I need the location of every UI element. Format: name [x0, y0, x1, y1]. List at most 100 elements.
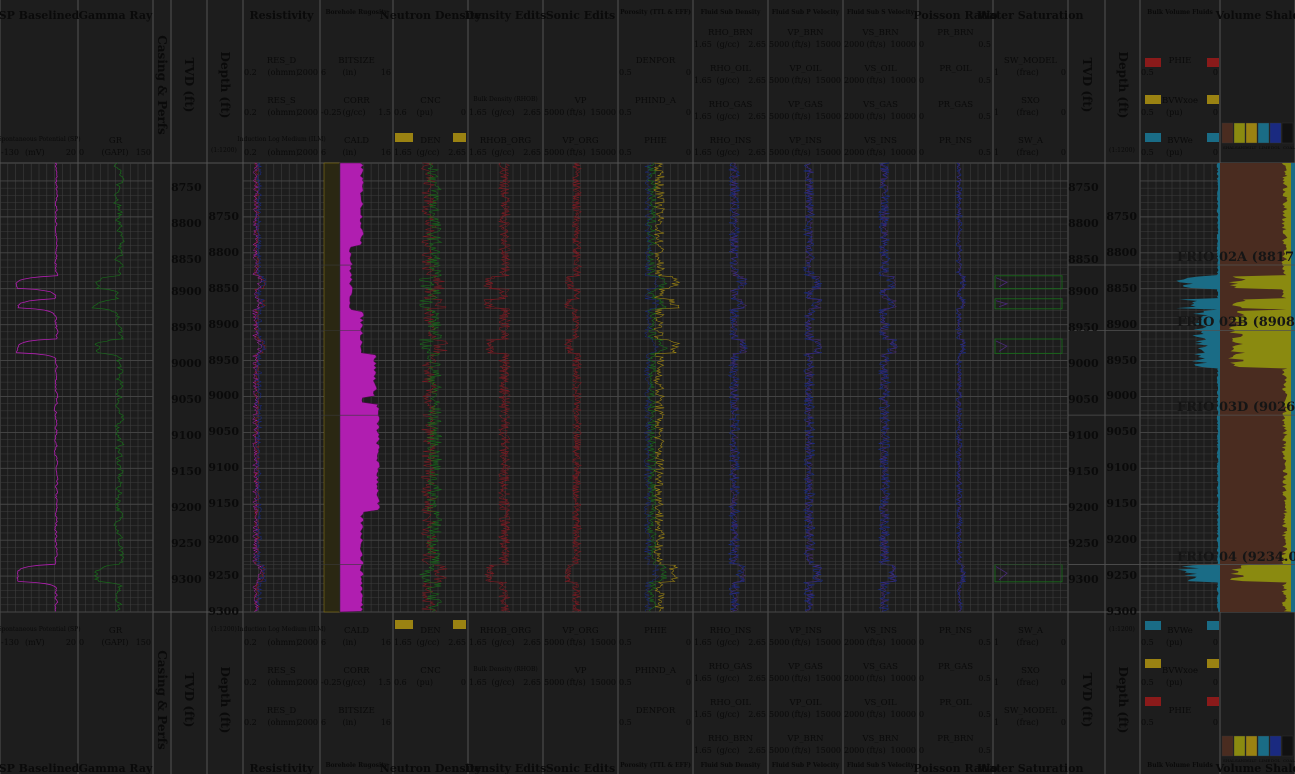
curve-scale-footer: 16: [380, 638, 391, 647]
curve-scale: 0: [1212, 148, 1218, 157]
depth-tick-label: 9150: [1106, 497, 1137, 511]
curve-scale: 15000: [590, 148, 616, 157]
curve-scale: 0.5: [978, 148, 991, 157]
tvd-tick-label: 8900: [171, 285, 202, 299]
curve-scale-footer: 1.65: [694, 674, 712, 683]
curve-scale: (frac): [1016, 68, 1039, 77]
vp-curve: [564, 162, 581, 612]
curve-scale-footer: (pu): [1166, 678, 1183, 687]
curve-scale: (g/cc): [716, 40, 740, 49]
curve-scale: 2000: [844, 76, 865, 85]
curve-name: CALD: [343, 136, 370, 146]
curve-scale: 1.65: [469, 148, 487, 157]
curve-scale-footer: 2.65: [748, 674, 766, 683]
curve-scale: 0: [919, 112, 925, 121]
curve-name-footer: VS_OIL: [864, 698, 897, 708]
curve-scale: 5000: [769, 112, 790, 121]
grid-sp: [0, 163, 78, 613]
curve-scale: (g/cc): [716, 76, 740, 85]
formation-top-label: FRIO 02B (8908.00): [1177, 315, 1295, 331]
lith-swatch: [1221, 735, 1234, 757]
depth-tick-label: 8750: [208, 209, 239, 223]
curve-scale: 2.65: [748, 76, 766, 85]
curve-scale-footer: 1.5: [378, 678, 391, 687]
curve-scale-footer: (ohmm): [267, 638, 299, 647]
vsh-sand-fill: [1220, 163, 1295, 612]
grid-por: [618, 163, 693, 613]
curve-scale-footer: (mV): [25, 638, 45, 647]
curve-scale: (pu): [1166, 108, 1183, 117]
curve-scale: 6: [321, 68, 327, 77]
curve-name: RES_S: [267, 96, 296, 106]
curve-scale: (ft/s): [566, 148, 586, 157]
track-title-footer: Bulk Volume Fluids: [1147, 762, 1213, 769]
vertical-title-tvd: TVD (ft): [1079, 57, 1094, 113]
sw-curve: [995, 340, 1008, 352]
curve-name-footer: RHOB_ORG: [479, 626, 532, 636]
curve-name-footer: VP_OIL: [789, 698, 822, 708]
curve-scale-footer: 0: [685, 718, 691, 727]
curve-name-footer: PR_GAS: [937, 662, 974, 672]
curve-scale: 1.65: [694, 76, 712, 85]
curve-scale-footer: 0.5: [1141, 718, 1154, 727]
curve-name-footer: VS_BRN: [862, 734, 899, 744]
curve-scale: 1: [994, 108, 1000, 117]
curve-name-footer: RHO_GAS: [708, 662, 753, 672]
curve-scale-footer: (g/cc): [491, 678, 515, 687]
curve-scale-footer: 15000: [815, 674, 841, 683]
curve-scale: 0: [919, 40, 925, 49]
curve-name-footer: PHIND_A: [634, 666, 677, 676]
lith-swatch: [1281, 735, 1294, 757]
curve-scale-footer: 2000: [844, 638, 865, 647]
depth-tick-label: 9000: [208, 389, 239, 403]
curve-scale: 2000: [297, 148, 318, 157]
tvd-tick-label: 9000: [171, 357, 202, 371]
curve-scale-footer: 0.5: [619, 718, 632, 727]
curve-name-footer: Induction Log Medium (ILM): [237, 626, 326, 633]
den-swatch: [395, 620, 413, 629]
curve-scale: (ft/s): [866, 112, 886, 121]
corr-fill: [323, 162, 341, 613]
track-title-footer: Fluid Sub S Velocity: [846, 762, 915, 769]
curve-name: RHO_INS: [709, 136, 752, 146]
curve-scale-footer: 1.65: [694, 746, 712, 755]
curve-name-footer: SW_A: [1018, 626, 1043, 636]
depth-tick-label: 8850: [1106, 281, 1137, 295]
curve-scale-footer: (ft/s): [566, 678, 586, 687]
curve-name: Bulk Density (RHOB): [473, 96, 538, 103]
bvwe-fill: [1176, 163, 1220, 612]
curve-scale-footer: 1.65: [469, 678, 487, 687]
tvd-tick-label: 8750: [1068, 181, 1099, 195]
curve-scale: (g/cc): [716, 112, 740, 121]
curve-scale-footer: 20: [65, 638, 76, 647]
curve-scale: 2000: [844, 148, 865, 157]
tvd-tick-label: 8750: [171, 181, 202, 195]
curve-scale: 0: [1060, 68, 1066, 77]
track-title-footer: Density Edits: [464, 762, 547, 774]
curve-name: PHIND_A: [634, 96, 677, 106]
curve-scale: (ft/s): [791, 112, 811, 121]
curve-scale-footer: (pu): [416, 678, 434, 687]
curve-scale: 0: [919, 76, 925, 85]
lith-label: SAND: [1235, 145, 1248, 150]
track-title: Neutron Density: [379, 9, 482, 22]
tvd-tick-label: 8800: [1068, 217, 1099, 231]
curve-scale: 5000: [769, 148, 790, 157]
depth-tick-label: 8950: [1106, 353, 1137, 367]
vertical-title-depth: Depth (ft): [218, 51, 232, 119]
track-title-footer: Gamma Ray: [78, 762, 153, 774]
curve-scale-footer: 15000: [590, 678, 616, 687]
curve-scale: 0.2: [244, 68, 257, 77]
curve-name-footer: CNC: [420, 666, 441, 676]
curve-scale: (ft/s): [866, 76, 886, 85]
lith-label: SILT: [1247, 758, 1257, 763]
curve-name-footer: VP_BRN: [787, 734, 824, 744]
curve-scale-footer: 15000: [815, 710, 841, 719]
curve-scale-footer: (g/cc): [716, 746, 740, 755]
curve-name: BVWxoe: [1161, 96, 1199, 106]
depth-tick-label: 8800: [1106, 245, 1137, 259]
curve-scale-footer: 0: [1060, 718, 1066, 727]
curve-name: PHIE: [644, 136, 667, 146]
track-title-footer: Fluid Sub Density: [700, 762, 761, 769]
curve-scale: (GAPI): [101, 148, 129, 157]
